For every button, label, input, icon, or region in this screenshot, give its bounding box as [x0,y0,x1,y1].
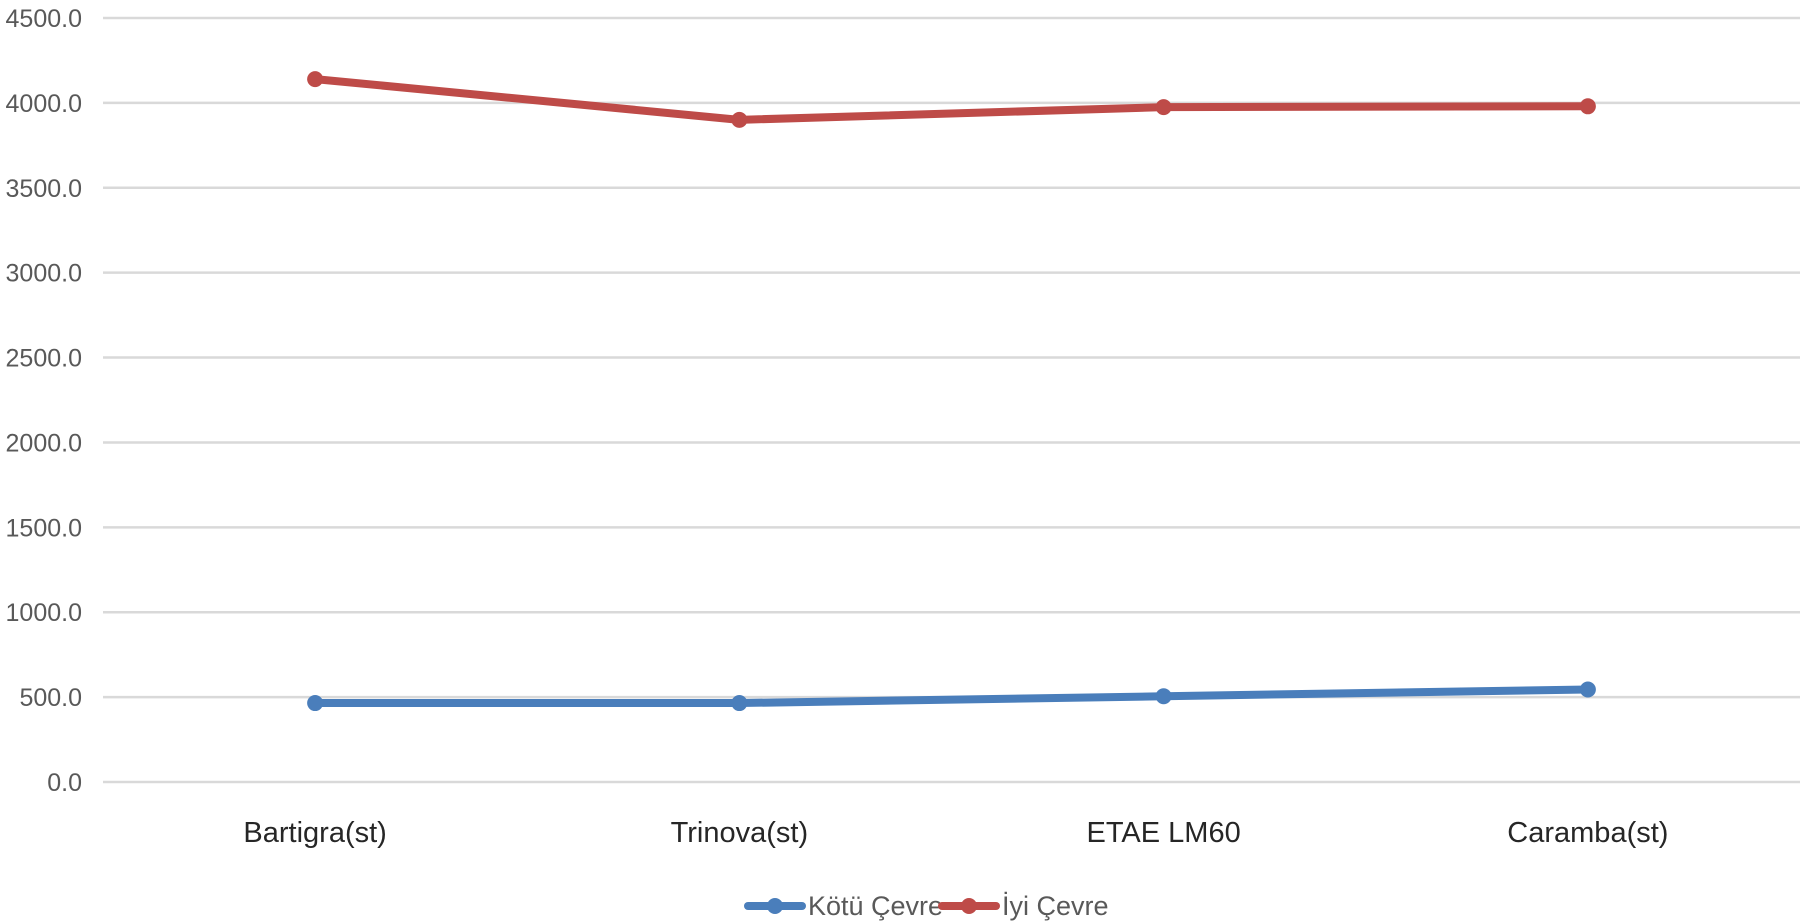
series-1 [307,71,1596,128]
x-tick-label: Bartigra(st) [243,817,386,849]
y-tick-label: 500.0 [19,684,82,712]
data-point [307,695,324,712]
y-tick-label: 2000.0 [6,429,82,457]
y-tick-label: 1000.0 [6,599,82,627]
legend-label: İyi Çevre [1002,890,1109,921]
data-point [1155,99,1172,116]
legend-entry-1: İyi Çevre [938,890,1109,921]
series-line [311,685,1592,708]
legend-label: Kötü Çevre [808,891,943,921]
gridlines [103,16,1800,784]
data-point [731,695,748,712]
x-axis: Bartigra(st) Trinova(st) ETAE LM60 Caramba(… [243,817,1668,849]
series-layer [307,71,1596,712]
series-line [311,75,1592,124]
data-point [1579,681,1596,698]
x-tick-label: Trinova(st) [671,817,809,849]
y-tick-label: 3500.0 [6,175,82,203]
data-point [731,111,748,128]
y-axis: 0.0 500.0 1000.0 1500.0 2000.0 2500.0 3000.0 35… [6,5,82,797]
y-tick-label: 4500.0 [6,5,82,33]
y-tick-label: 2500.0 [6,345,82,373]
legend-swatch-marker [961,898,977,914]
x-tick-label: Caramba(st) [1507,817,1668,849]
data-point [307,71,324,88]
series-0 [307,681,1596,712]
legend: Kötü Çevre İyi Çevre [744,890,1109,921]
y-tick-label: 1500.0 [6,514,82,542]
legend-swatch-marker [767,898,783,914]
legend-entry-0: Kötü Çevre [744,891,943,921]
x-tick-label: ETAE LM60 [1087,817,1241,849]
data-point [1579,98,1596,115]
y-tick-label: 0.0 [47,769,82,797]
y-tick-label: 3000.0 [6,260,82,288]
y-tick-label: 4000.0 [6,90,82,118]
data-point [1155,688,1172,705]
